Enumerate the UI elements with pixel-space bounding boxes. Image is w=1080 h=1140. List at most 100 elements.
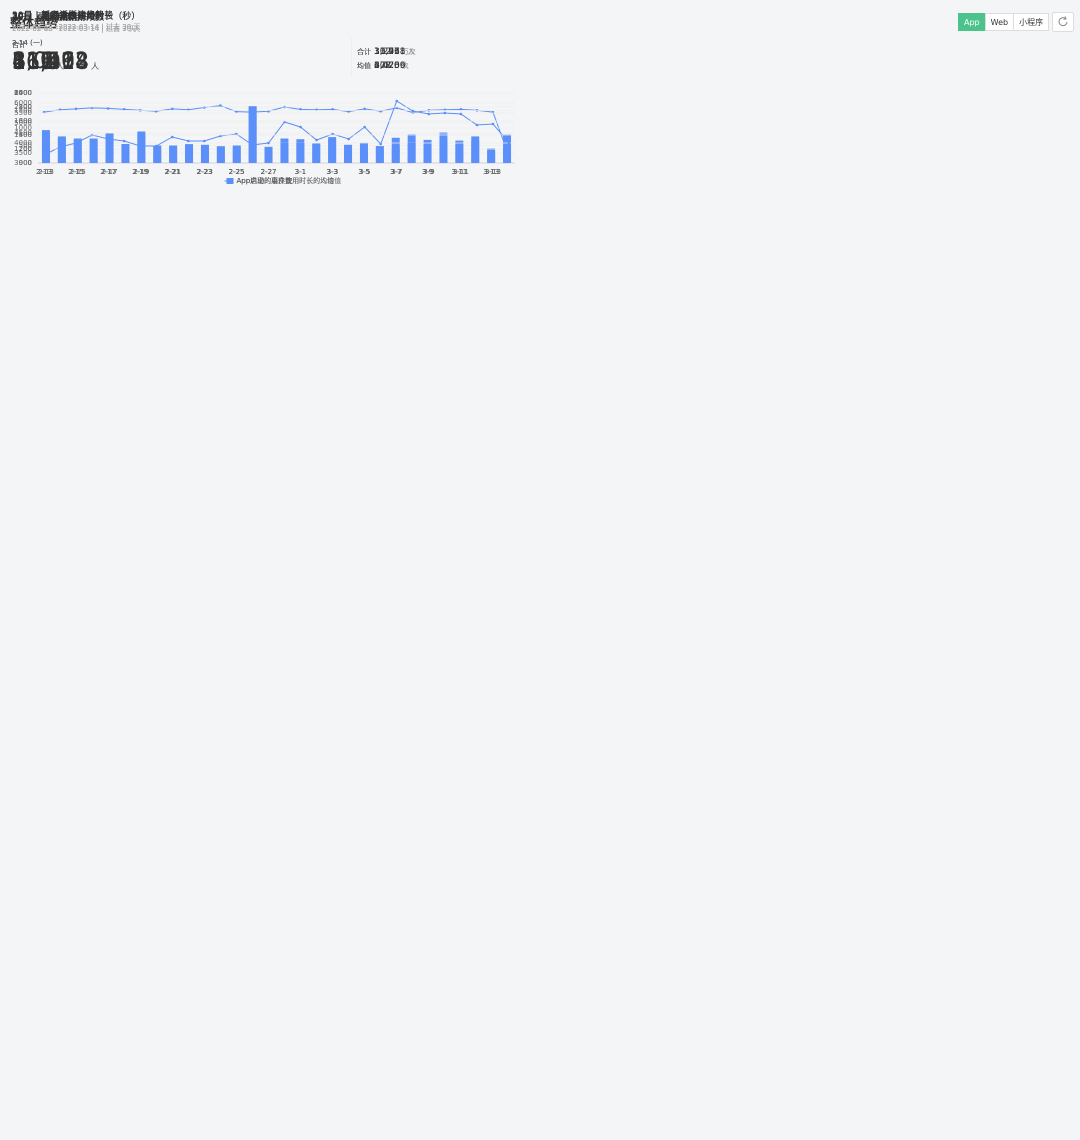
bar [439,140,448,163]
y-tick-label: 4000 [14,139,32,147]
y-tick-label: 1000 [14,124,32,132]
tab[interactable]: App [958,13,986,31]
y-tick-label: 2000 [14,89,32,97]
stat-label: 合计 [357,48,371,56]
bar [185,144,194,163]
x-tick-label: 2-27 [261,168,277,176]
card-value: 31,978 人 [12,50,99,75]
legend-label: App启动的总次数 [237,176,293,185]
card-label: 合计 [12,41,26,49]
chart-value-number: 4,016 [12,49,75,74]
y-tick-label: 1800 [14,117,32,125]
card-value: 119 人 [12,50,64,75]
x-tick-label: 3-11 [451,168,467,176]
x-tick-label: 3-5 [358,168,369,176]
chart-subtitle: 2022-02-13~2022-03-14 | 过去 30 天 [12,23,141,31]
point [219,104,222,107]
legend-label: App退出的事件使用时长的人均值 [237,176,342,185]
x-tick-label: 2-27 [261,168,277,176]
bar [375,146,384,163]
x-tick-label: 3-7 [390,168,401,176]
stat-label: 合计 [357,48,371,56]
chart-value-number: 816.9 [12,49,75,74]
card-range: 2022-02-13~2022-03-14 | 过去 30 天 [12,25,141,33]
x-tick-label: 3-7 [391,168,402,176]
y-tick-label: 2100 [14,103,32,111]
bar [137,131,146,163]
x-tick-label: 3-5 [358,168,369,176]
bar [328,139,337,163]
stat-unit: 次 [401,62,409,70]
x-tick-label: 2-27 [261,168,277,176]
stat-value: 673.69 [374,61,406,71]
x-tick-label: 2-19 [133,168,149,176]
bar [105,134,114,163]
x-tick-label: 2-15 [70,168,86,176]
x-tick-label: 3-5 [359,168,370,176]
legend-label: App退出的事件使用时长的均值 [237,176,335,185]
point [443,111,447,115]
chart-card: 30日 | 启动次数趋势 2022-02-13~2022-03-14 | 过去 3… [0,12,530,924]
y-tick-label: 500 [19,142,32,150]
x-tick-label: 2-21 [165,168,181,176]
point [203,139,206,143]
bar [216,146,225,163]
point [267,141,270,145]
bar [41,130,50,163]
chart-card: 30日 | 平均单日使用时长（秒） 2022-02-13~2022-03-14 |… [0,12,530,736]
bar [423,144,432,163]
bar [280,142,289,163]
x-tick-label: 3-3 [327,168,338,176]
x-tick-label: 2-23 [197,168,213,176]
page-title: 整体趋势 [10,16,59,30]
x-tick-label: 3-13 [483,168,499,176]
point [459,112,463,116]
bar [471,141,480,163]
tab[interactable]: Web [984,13,1015,31]
chart-subtitle: 2022-02-13~2022-03-14 | 过去 30 天 [12,23,141,31]
bar [503,147,512,163]
stat-label: 均值 [357,62,371,70]
stat-value: 302.31 [374,47,406,57]
point [491,122,495,126]
y-tick-label: 400 [19,131,32,139]
point [347,137,350,141]
refresh-button[interactable] [1052,12,1074,32]
chart-title: 30日 | 新老活跃用户趋势 [12,11,114,21]
tabs: App Web 小程序 [958,13,1050,31]
stat-value: 13.41 [374,47,400,57]
point [299,108,302,111]
chart-subtitle: 2022-02-13~2022-03-14 | 过去 30 天 [12,23,141,31]
y-tick-label: 6500 [14,89,32,97]
point [379,142,383,146]
x-tick-label: 2-17 [100,168,116,176]
x-tick-label: 2-21 [164,168,180,176]
point [395,99,399,103]
card-range: 2022-03-08~2022-03-14 | 过去 7 天 [12,25,136,33]
stat-value: 4,470 [374,61,400,71]
x-tick-label: 2-21 [165,168,181,176]
card-title: 7日 | 累计活跃用户数 [12,13,99,23]
tab[interactable]: 小程序 [1013,13,1050,31]
y-tick-label: 6000 [14,99,32,107]
x-tick-label: 3-7 [390,168,401,176]
summary-card: 30日 | 累计新增用户数 2022-02-13~2022-03-14 | 过去 … [0,13,259,360]
bar [200,144,209,163]
card-title: 30日 | 累计新增用户数 [12,13,105,23]
x-tick-label: 3-5 [359,168,370,176]
chart-title: 30日 | 平均单次使用时长（秒） [12,12,141,22]
x-tick-label: 3-13 [485,168,501,176]
legend-swatch [226,178,234,184]
point [363,125,366,129]
stat-unit: 万次 [401,48,416,56]
page: 整体趋势 App Web 小程序 7日 | 累计活跃用户数 2022-03-08~20… [0,11,1074,360]
x-tick-label: 3-3 [327,168,338,176]
card-range: 2022-03-08~2022-03-14 | 过去 7 天 [12,25,136,33]
x-tick-label: 3-1 [295,168,306,176]
x-tick-label: 2-15 [68,168,84,176]
card-unit: 人 [90,62,99,71]
bar [359,145,368,163]
card-label: 合计 [12,41,26,49]
point [411,109,415,113]
y-tick-label: 200 [19,145,32,153]
